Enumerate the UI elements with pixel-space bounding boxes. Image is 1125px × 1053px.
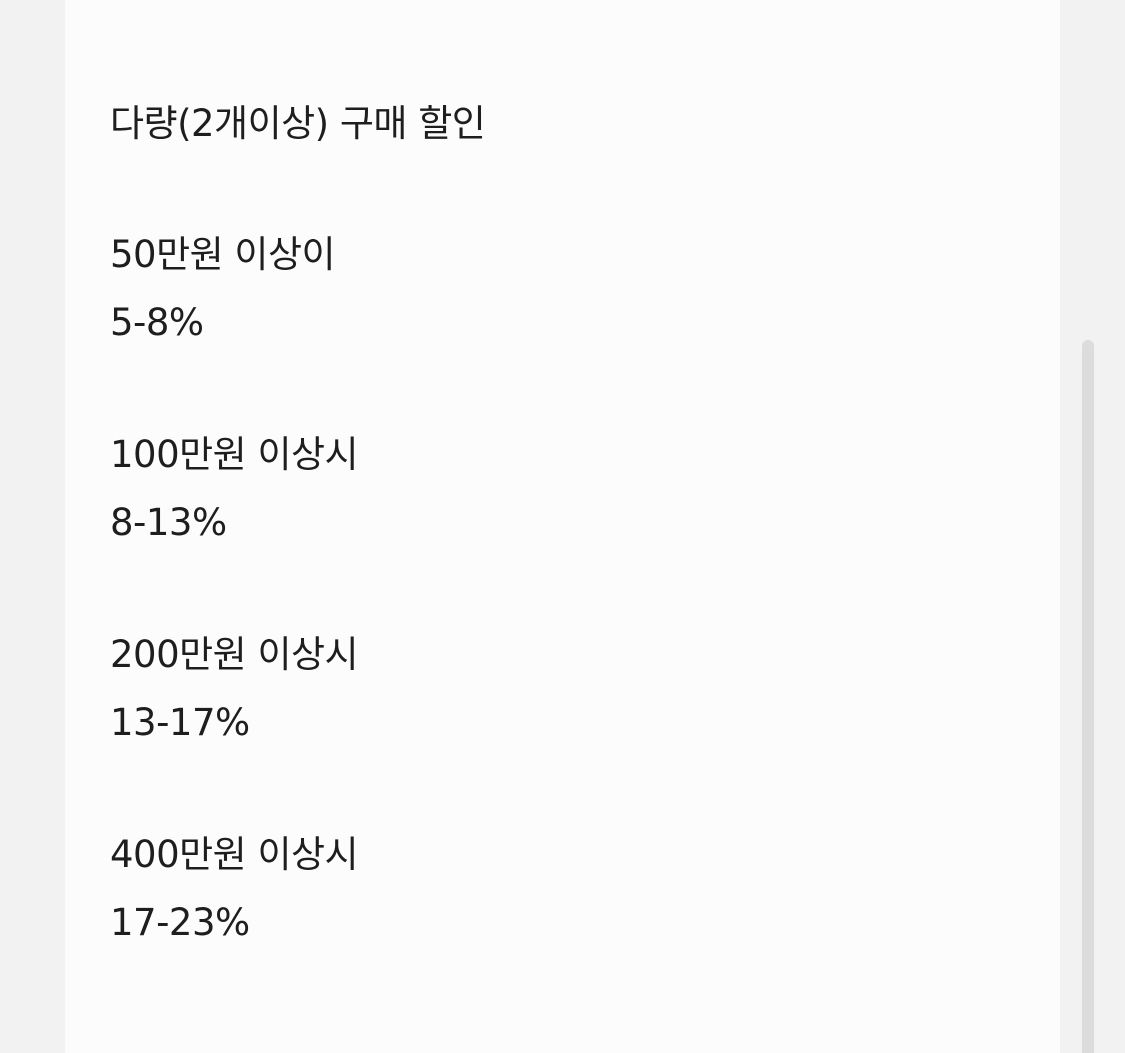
tier-condition: 50만원 이상이 [110,233,336,276]
scrollbar[interactable] [1082,340,1094,1053]
tier-condition: 400만원 이상시 [110,833,359,876]
content-card [65,0,1060,1053]
tier-discount: 8-13% [110,501,227,544]
tier-discount: 13-17% [110,701,250,744]
tier-discount: 5-8% [110,301,204,344]
tier-condition: 200만원 이상시 [110,633,359,676]
tier-condition: 100만원 이상시 [110,433,359,476]
tier-discount: 17-23% [110,901,250,944]
discount-title: 다량(2개이상) 구매 할인 [110,102,486,145]
